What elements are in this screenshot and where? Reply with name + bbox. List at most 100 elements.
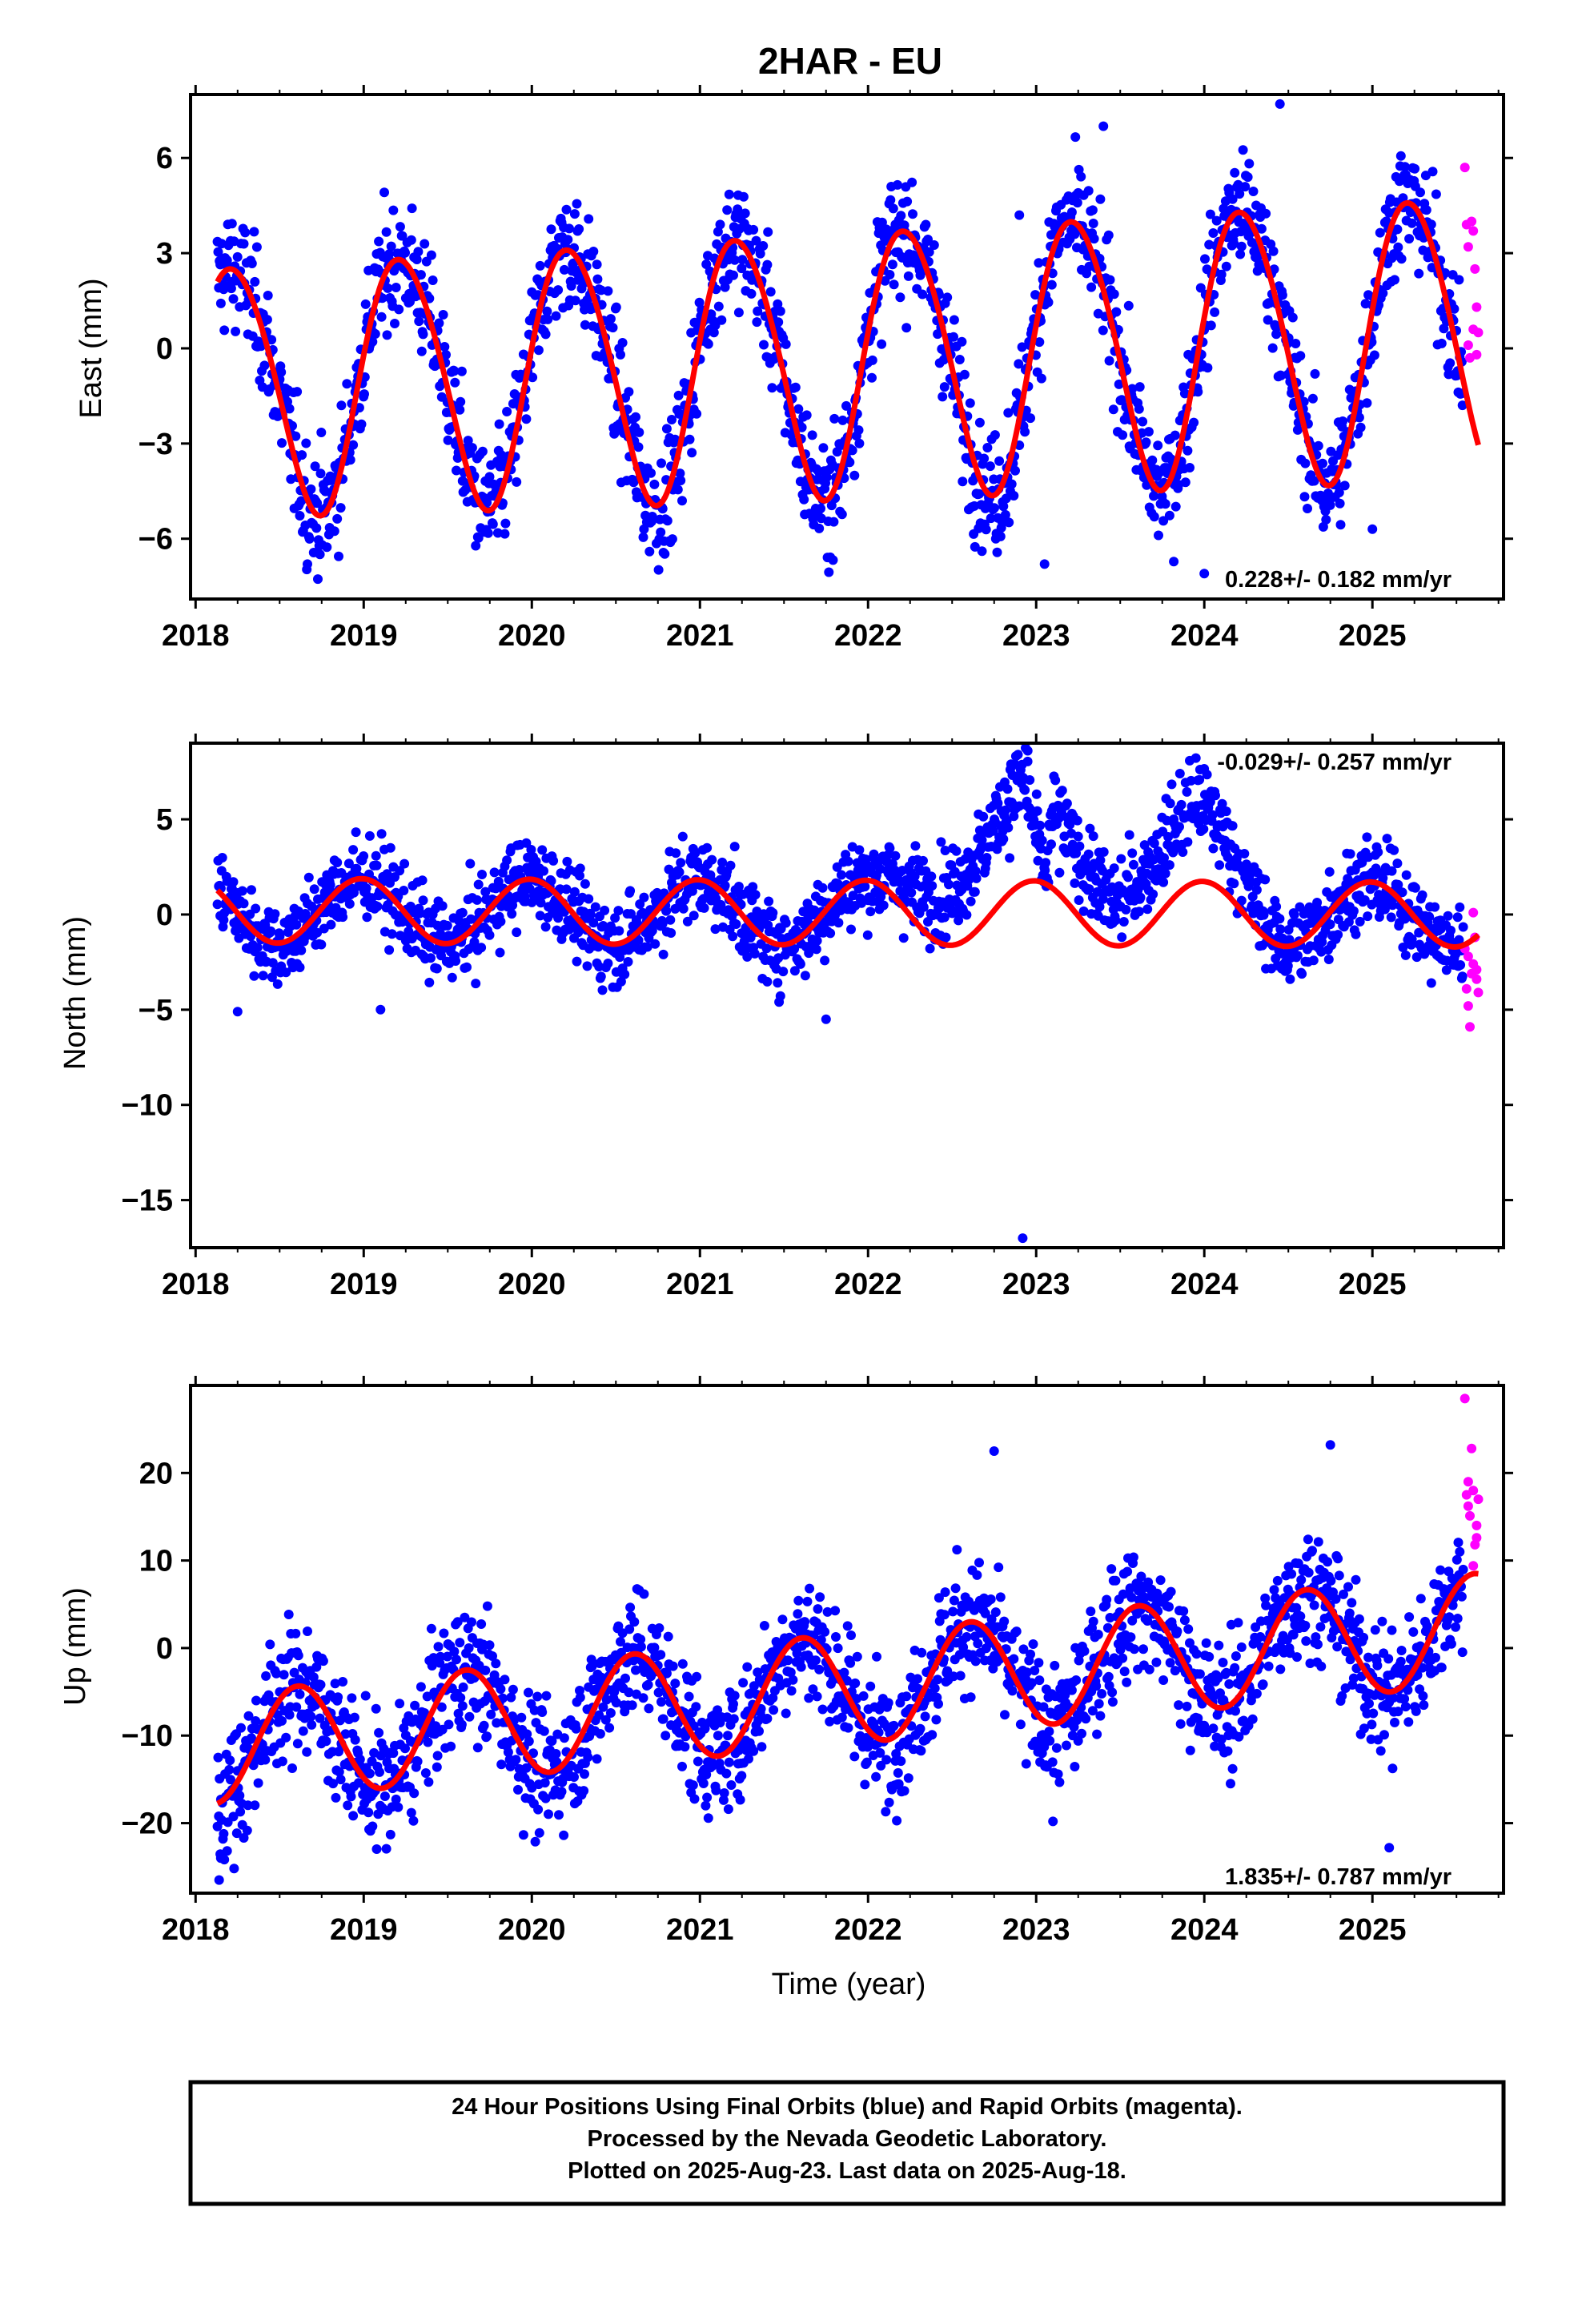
data-point	[495, 947, 505, 958]
data-point	[473, 879, 484, 890]
data-point	[1147, 455, 1158, 465]
data-point	[1095, 194, 1106, 204]
data-point	[603, 286, 613, 296]
rapid-point	[1473, 987, 1484, 998]
data-point	[418, 329, 428, 340]
data-point	[1345, 849, 1355, 859]
data-point	[836, 870, 846, 880]
data-point	[228, 294, 239, 304]
rapid-point	[1460, 163, 1470, 173]
data-point	[893, 179, 902, 190]
data-point	[267, 958, 278, 968]
data-point	[735, 1795, 745, 1805]
data-point	[1203, 363, 1213, 373]
x-tick-label: 2023	[1002, 1268, 1070, 1301]
data-point	[1318, 458, 1327, 468]
data-point	[611, 302, 621, 312]
data-point	[605, 314, 616, 324]
data-point	[540, 922, 551, 932]
data-point	[388, 205, 399, 215]
data-point	[1154, 530, 1163, 541]
data-point	[1206, 320, 1216, 331]
data-point	[1123, 872, 1133, 883]
data-point	[843, 856, 853, 866]
data-point	[374, 236, 384, 247]
data-point	[849, 1751, 860, 1762]
data-point	[995, 1592, 1006, 1602]
data-point	[773, 317, 784, 328]
data-point	[434, 318, 444, 328]
data-point	[247, 885, 256, 895]
data-point	[1127, 384, 1138, 394]
data-point	[878, 900, 889, 911]
data-point	[516, 1712, 527, 1723]
data-point	[677, 1761, 687, 1771]
data-point	[450, 377, 460, 388]
data-point	[1007, 1686, 1018, 1696]
data-point	[1138, 416, 1148, 427]
data-point	[896, 211, 906, 221]
data-point	[751, 235, 761, 246]
data-point	[1026, 413, 1035, 424]
data-point	[990, 503, 999, 513]
x-tick-label: 2024	[1170, 1268, 1239, 1301]
data-point	[1109, 289, 1119, 300]
data-point	[512, 927, 522, 938]
data-point	[1256, 223, 1267, 234]
data-point	[660, 549, 670, 559]
data-point	[535, 260, 545, 271]
data-point	[1098, 846, 1109, 857]
data-point	[1134, 404, 1144, 414]
data-point	[597, 985, 608, 995]
data-point	[452, 1655, 461, 1665]
data-point	[1003, 822, 1014, 833]
data-point	[600, 905, 610, 915]
data-point	[707, 854, 717, 865]
data-point	[1431, 189, 1441, 199]
data-point-outlier	[1367, 524, 1378, 534]
data-point	[258, 971, 268, 981]
data-point	[1179, 388, 1190, 399]
data-point	[464, 1711, 475, 1722]
data-point	[296, 496, 307, 506]
data-point	[793, 1609, 803, 1619]
data-point	[457, 1701, 468, 1711]
data-point	[272, 979, 283, 989]
rapid-point	[1468, 226, 1479, 236]
data-point	[781, 918, 791, 928]
data-point	[376, 312, 387, 322]
data-point	[572, 199, 582, 209]
data-point	[1199, 824, 1209, 834]
data-point	[573, 927, 584, 938]
data-point	[464, 1643, 474, 1653]
data-point	[720, 282, 730, 292]
data-point	[1153, 440, 1163, 451]
data-point	[936, 837, 946, 847]
data-point	[1123, 300, 1134, 311]
data-point	[986, 513, 996, 524]
data-point	[826, 501, 837, 511]
data-point	[360, 299, 371, 309]
data-point	[921, 219, 931, 230]
data-point	[694, 297, 705, 308]
data-point	[1003, 408, 1014, 418]
data-point	[1073, 831, 1083, 842]
data-point	[584, 214, 594, 224]
data-point	[715, 219, 725, 230]
data-point	[917, 289, 928, 300]
data-point	[1393, 242, 1403, 252]
data-point	[482, 1731, 492, 1742]
data-point	[763, 227, 773, 237]
data-point	[559, 1733, 569, 1743]
data-point	[754, 1726, 764, 1736]
data-point	[387, 929, 397, 939]
data-point	[348, 440, 359, 450]
plot-frame-east	[189, 93, 1505, 601]
data-point	[376, 829, 387, 839]
data-point	[818, 443, 829, 453]
data-point	[793, 404, 804, 414]
data-point	[974, 489, 984, 499]
data-point	[1309, 476, 1319, 486]
data-point	[658, 1714, 669, 1724]
data-point	[1135, 892, 1146, 903]
